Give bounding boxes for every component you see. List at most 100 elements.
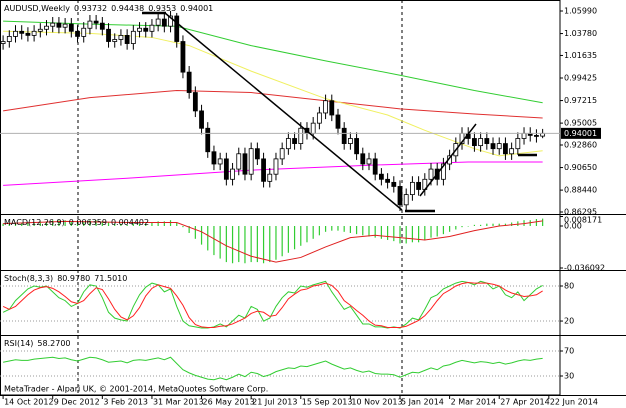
histogram-bar xyxy=(14,222,17,226)
header-value: 0.9353 xyxy=(148,4,176,13)
candle-body xyxy=(292,138,297,144)
header-value: 0.94438 xyxy=(111,4,144,13)
candle-body xyxy=(273,158,279,175)
candle-body xyxy=(391,181,397,187)
candle-body xyxy=(25,32,31,36)
candle-body xyxy=(515,138,521,150)
candle-body xyxy=(503,143,508,155)
candle-body xyxy=(490,143,496,150)
histogram-bar xyxy=(386,226,389,240)
histogram-bar xyxy=(163,221,165,226)
histogram-bar xyxy=(262,226,265,264)
histogram-bar xyxy=(467,226,469,227)
histogram-bar xyxy=(324,226,327,232)
candle-body xyxy=(143,27,149,32)
histogram-bar xyxy=(343,226,345,232)
candle-body xyxy=(81,27,87,37)
histogram-bar xyxy=(374,226,376,238)
header-title: MACD(12,26,9) xyxy=(4,218,65,227)
candle-body xyxy=(118,34,124,40)
candle-body xyxy=(19,30,25,34)
candle-body xyxy=(112,39,118,42)
candle-body xyxy=(124,34,130,44)
header-title: AUDUSD,Weekly xyxy=(4,4,70,13)
candle-body xyxy=(186,71,192,93)
candle-body xyxy=(50,22,56,27)
histogram-bar xyxy=(114,223,116,226)
histogram-bar xyxy=(126,224,128,226)
histogram-bar xyxy=(39,221,41,226)
histogram-bar xyxy=(58,220,60,226)
x-tick-label: 3 Feb 2013 xyxy=(103,398,148,407)
y-tick-label: 1.01635 xyxy=(564,51,597,60)
histogram-bar xyxy=(281,226,283,257)
candle-body xyxy=(279,148,285,160)
histogram-bar xyxy=(145,223,147,226)
header-title: Stoch(8,3,3) xyxy=(4,274,53,283)
x-tick-label: 21 Jul 2013 xyxy=(252,398,297,407)
histogram-bar xyxy=(504,223,507,226)
panel xyxy=(0,350,560,381)
panel-header: RSI(14) 58.2700 xyxy=(4,339,71,348)
x-tick-label: 14 Oct 2012 xyxy=(4,398,53,407)
candle-body xyxy=(44,25,49,30)
panel-header: MACD(12,26,9) 0.006359 0.004402 xyxy=(4,218,149,227)
x-tick-label: 2 Mar 2014 xyxy=(451,398,497,407)
histogram-bar xyxy=(169,220,172,226)
footer-text: MetaTrader - Alpari UK, © 2001-2014, Met… xyxy=(4,385,268,394)
y-tick-label: 0.88440 xyxy=(564,186,597,195)
histogram-bar xyxy=(33,222,35,226)
x-tick-label: 5 Jan 2014 xyxy=(401,398,444,407)
histogram-bar xyxy=(269,226,271,263)
histogram-bar xyxy=(517,221,519,226)
histogram-bar xyxy=(331,226,333,231)
candle-body xyxy=(254,148,260,160)
candle-body xyxy=(478,138,484,147)
histogram-bar xyxy=(182,226,184,228)
moving-average xyxy=(3,90,543,119)
candle-body xyxy=(354,138,359,155)
candle-body xyxy=(56,22,62,28)
y-tick-label: 0.008171 xyxy=(564,216,602,225)
histogram-bar xyxy=(436,226,438,237)
histogram-bar xyxy=(535,219,538,226)
candle-body xyxy=(223,158,229,180)
histogram-bar xyxy=(244,226,246,264)
header-value: 71.5010 xyxy=(94,274,127,283)
histogram-bar xyxy=(231,226,234,264)
histogram-bar xyxy=(442,226,445,235)
histogram-bar xyxy=(194,226,196,239)
candle-body xyxy=(397,186,403,206)
histogram-bar xyxy=(492,223,494,226)
panel xyxy=(2,218,544,264)
histogram-bar xyxy=(107,222,110,226)
trend-line xyxy=(419,123,477,197)
plot-layer: 1.05990 1.03780 1.01635 0.99425 0.97215 0.950… xyxy=(0,4,605,407)
candle-body xyxy=(174,15,180,42)
header-value: 0.006359 xyxy=(69,218,107,227)
histogram-bar xyxy=(430,226,432,238)
price-label: 0.94001 xyxy=(564,129,597,138)
candle-body xyxy=(267,173,273,182)
candle-body xyxy=(62,23,68,28)
trend-drawings xyxy=(142,11,537,213)
y-tick-label: -0.036092 xyxy=(564,264,605,273)
signal-line xyxy=(3,220,543,263)
histogram-bar xyxy=(2,223,4,226)
histogram-bar xyxy=(151,222,153,226)
candle-body xyxy=(149,24,155,32)
candle-body xyxy=(521,132,527,139)
histogram-bar xyxy=(300,226,302,246)
histogram-bar xyxy=(337,226,339,231)
candle-body xyxy=(211,151,217,165)
histogram-bar xyxy=(312,226,314,239)
candle-body xyxy=(217,158,223,165)
x-tick-label: 10 Nov 2013 xyxy=(351,398,402,407)
histogram-bar xyxy=(393,226,395,242)
header-value: 0.004402 xyxy=(111,218,149,227)
candle-body xyxy=(242,153,248,175)
candle-body xyxy=(93,20,99,24)
header-value: 58.2700 xyxy=(37,339,70,348)
y-tick-label: 20 xyxy=(564,317,574,326)
candle-body xyxy=(403,194,409,206)
